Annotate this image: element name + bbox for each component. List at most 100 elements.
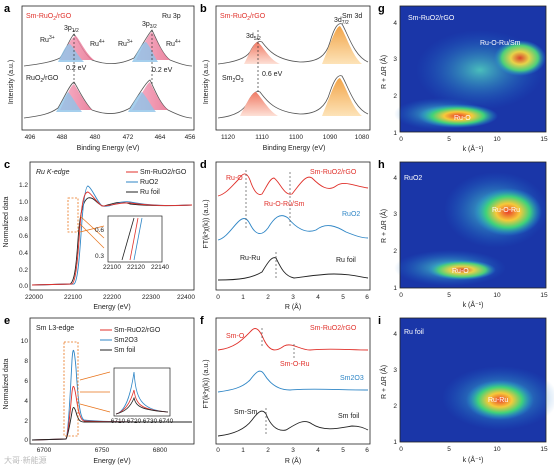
panel-d-xticks: 0 1 2 3 4 5 6	[216, 294, 369, 301]
panel-e: e Normalized data 6710 6720 6730 6740 Sm…	[3, 315, 195, 465]
panel-g-xtick: 0	[399, 136, 403, 143]
panel-b-xtick: 1100	[289, 134, 303, 141]
panel-f-xtick: 0	[216, 447, 220, 454]
panel-h-hot-ruoru	[474, 188, 542, 236]
panel-a-xtick: 472	[123, 134, 134, 141]
panel-h-ytick: 3	[393, 211, 397, 218]
panel-i-xtick: 10	[493, 446, 501, 453]
panel-i-yticks: 1 2 3 4	[393, 331, 397, 446]
panel-c-inset-ytick: 0.3	[95, 253, 104, 260]
panel-a-xtick: 496	[25, 134, 36, 141]
panel-e-legend: Sm-RuO2/rGO Sm2O3 Sm foil	[100, 327, 161, 354]
panel-h-ytick: 2	[393, 248, 397, 255]
panel-a-bottom-ru3-peak1	[56, 92, 82, 112]
panel-h-xticks: 0 5 10 15	[399, 292, 548, 299]
panel-d: d FT(k³χ(k)) (a.u.) Ru-O Ru-O-Ru/Sm Ru-R…	[200, 159, 371, 311]
panel-b-edge: Sm 3d	[342, 13, 362, 20]
panel-g-hot-ruo	[418, 104, 498, 128]
panel-a-top-ru3-peak2	[132, 42, 158, 62]
panel-a-ru3-label-1: Ru3+	[40, 35, 55, 44]
panel-g: g R + ΔR (Å) Sm-RuO2/rGO Ru-O-Ru/Sm Ru-O…	[378, 3, 548, 153]
legend-item: Sm-RuO2/rGO	[114, 327, 161, 334]
panel-e-inset	[113, 367, 171, 417]
panel-a-xtick: 464	[155, 134, 166, 141]
panel-d-label-ruru: Ru-Ru	[240, 255, 260, 262]
panel-i-xlabel: k (Å⁻¹)	[463, 455, 484, 464]
panel-c-ytick: 1.0	[19, 199, 28, 206]
panel-i-ytick: 3	[393, 367, 397, 374]
panel-e-frame	[29, 317, 195, 445]
panel-e-ylabel: Normalized data	[3, 358, 10, 409]
panel-h-xtick: 10	[493, 292, 501, 299]
panel-b-ylabel: Intensity (a.u.)	[203, 60, 210, 104]
panel-d-xtick: 3	[291, 294, 295, 301]
panel-a-xtick: 456	[185, 134, 196, 141]
panel-h-title: RuO2	[404, 175, 422, 182]
panel-g-xticks: 0 5 10 15	[399, 136, 548, 143]
panel-h-hot-ruo	[428, 260, 496, 280]
panel-e-inset-xtick: 6710	[111, 418, 126, 425]
panel-d-legend-foil: Ru foil	[336, 257, 356, 264]
panel-a-frame	[21, 5, 195, 131]
panel-c-edge: Ru K-edge	[36, 169, 70, 176]
panel-b-sample: Sm-RuO2/rGO	[220, 13, 266, 22]
legend-item: Ru foil	[140, 189, 160, 196]
panel-d-frame	[215, 161, 371, 291]
panel-g-ytick: 1	[393, 130, 397, 137]
panel-i-letter: i	[378, 315, 381, 327]
panel-c-frame	[29, 161, 195, 291]
panel-a-sample: Sm-RuO2/rGO	[26, 13, 72, 22]
panel-h-xtick: 5	[447, 292, 451, 299]
panel-d-ylabel: FT(k³χ(k)) (a.u.)	[203, 199, 210, 248]
panel-a-peak2: 3p3/2	[142, 21, 157, 30]
panel-a: a Intensity (a.u.) Sm-RuO2/rGO Ru 3p 3p1…	[4, 3, 196, 152]
panel-a-shift-1: 0.2 eV	[66, 65, 87, 72]
panel-b-top-peak1	[244, 42, 280, 64]
panel-a-edge: Ru 3p	[162, 13, 181, 20]
panel-h-ytick: 1	[393, 285, 397, 292]
panel-g-ytick: 4	[393, 20, 397, 27]
panel-f-xtick: 5	[341, 447, 345, 454]
panel-b-peak2: 3d7/2	[334, 17, 349, 26]
panel-e-xtick: 6700	[37, 447, 52, 454]
panel-b-bottom-peak2	[322, 78, 362, 116]
panel-f-label-smo: Sm-O	[226, 333, 245, 340]
panel-e-zoom-box	[63, 341, 79, 437]
legend-item: Sm foil	[114, 347, 136, 354]
panel-c-arrows	[79, 215, 105, 249]
panel-d-legend-sm: Sm-RuO2/rGO	[310, 169, 357, 176]
panel-c-inset-ytick: 0.6	[95, 227, 104, 234]
panel-i-xticks: 0 5 10 15	[399, 446, 548, 453]
panel-a-peak1: 3p1/2	[64, 25, 79, 34]
panel-d-xtick: 1	[241, 294, 245, 301]
panel-f: f FT(k³χ(k)) (a.u.) Sm-O Sm-O-Ru Sm-Sm S…	[200, 315, 371, 465]
panel-c-xticks: 22000 22100 22200 22300 22400	[25, 294, 195, 301]
panel-d-label-ruo: Ru-O	[226, 175, 243, 182]
panel-i-ytick: 1	[393, 439, 397, 446]
panel-a-letter: a	[4, 3, 11, 15]
panel-e-xtick: 6800	[153, 447, 168, 454]
panel-h-xtick: 0	[399, 292, 403, 299]
panel-d-ru-foil	[217, 257, 369, 281]
panel-d-xlabel: R (Å)	[285, 302, 301, 311]
legend-item: RuO2	[140, 179, 158, 186]
panel-b-top-peak2	[322, 26, 362, 64]
panel-e-sm-foil	[31, 407, 192, 441]
panel-c-ytick: 0.6	[19, 233, 28, 240]
panel-f-xtick: 3	[291, 447, 295, 454]
panel-e-inset-sm2o3	[115, 371, 169, 415]
panel-c-ytick: 0.0	[19, 283, 28, 290]
panel-f-xtick: 2	[266, 447, 270, 454]
panel-b-frame	[215, 5, 371, 131]
panel-e-yticks: 0 2 4 6 8 10	[21, 338, 29, 444]
panel-c-ru-foil	[31, 197, 193, 286]
panel-f-xtick: 1	[241, 447, 245, 454]
panel-g-xtick: 15	[540, 136, 548, 143]
panel-i-title: Ru foil	[404, 329, 424, 336]
legend-item: Sm2O3	[114, 337, 138, 344]
panel-b-letter: b	[200, 3, 207, 15]
panel-e-inset-xtick: 6720	[127, 418, 142, 425]
panel-e-inset-xtick: 6740	[159, 418, 174, 425]
panel-c: c Normalized data 0.6 0.3 22100 22120 22…	[3, 159, 195, 311]
watermark: 大哥·新能源	[4, 456, 47, 465]
